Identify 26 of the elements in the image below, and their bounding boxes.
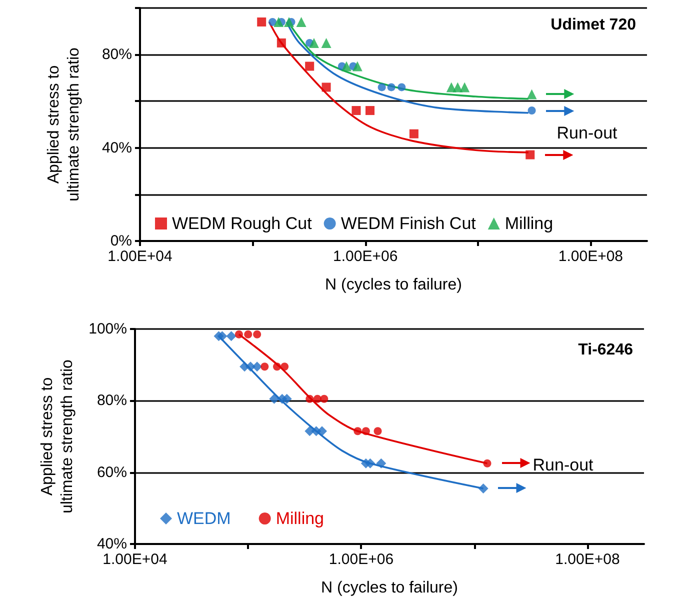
x-tick-label: 1.00E+04 (108, 248, 172, 265)
y-tick-label: 100% (88, 320, 127, 338)
x-tick-label: 1.00E+04 (102, 551, 168, 568)
y-tick-label: 80% (102, 46, 132, 64)
legend-label: WEDM Rough Cut (172, 214, 312, 233)
text: Udimet 720 (550, 16, 636, 34)
y-tick-label: 40% (96, 536, 127, 552)
y-tick-label: 80% (96, 392, 127, 410)
x-axis-title: N (cycles to failure) (321, 580, 458, 596)
y-tick-label: 0% (110, 232, 132, 250)
legend-label: WEDM Finish Cut (340, 214, 476, 233)
x-tick-label: 1.00E+08 (555, 551, 620, 568)
x-axis-title: N (cycles to failure) (325, 276, 462, 294)
x-tick-label: 1.00E+08 (558, 248, 624, 265)
y-axis-title: Applied stress to ultimate strength ratio (46, 47, 82, 202)
text: Ti-6246 (578, 342, 634, 358)
annotation: Run-out (556, 124, 618, 142)
annotation: Run-out (532, 456, 594, 474)
legend-label: WEDM (177, 509, 231, 528)
y-axis-title: Applied stress to ultimate strength ratio (39, 359, 76, 514)
x-tick-label: 1.00E+06 (333, 248, 398, 265)
y-tick-label: 40% (102, 139, 132, 156)
x-tick-label: 1.00E+06 (328, 551, 394, 568)
legend-label: Milling (504, 214, 554, 233)
y-tick-label: 60% (96, 464, 127, 481)
legend-label: Milling (276, 509, 324, 528)
